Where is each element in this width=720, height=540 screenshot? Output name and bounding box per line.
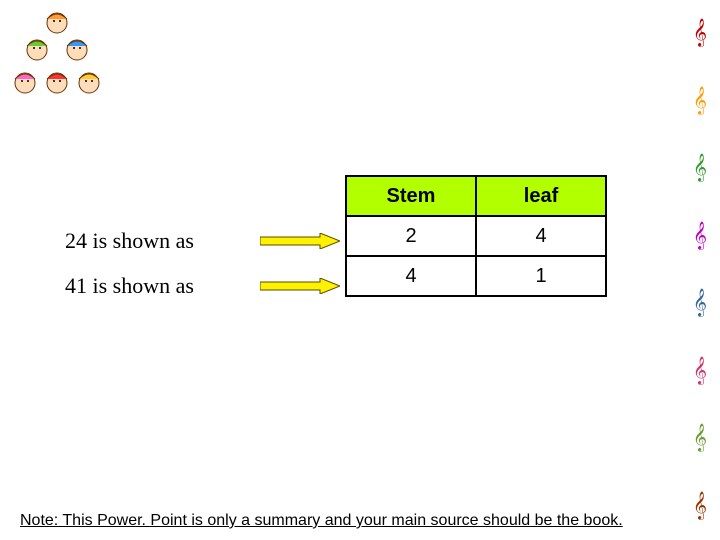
cell-stem: 2	[346, 216, 476, 256]
example-label-1: 24 is shown as	[60, 228, 260, 254]
footnote-text: Note: This Power. Point is only a summar…	[20, 512, 700, 530]
cell-leaf: 4	[476, 216, 606, 256]
music-note-icon: 𝄞	[693, 290, 707, 317]
table-row: 2 4	[346, 216, 606, 256]
table-header-row: Stem leaf	[346, 176, 606, 216]
example-row-1: 24 is shown as	[60, 218, 350, 263]
example-label-2: 41 is shown as	[60, 273, 260, 299]
header-stem: Stem	[346, 176, 476, 216]
music-note-icon: 𝄞	[693, 88, 707, 115]
example-row-2: 41 is shown as	[60, 263, 350, 308]
kids-pyramid-image	[5, 5, 110, 100]
cell-leaf: 1	[476, 256, 606, 296]
label-stack: 24 is shown as 41 is shown as	[60, 218, 350, 308]
table-row: 4 1	[346, 256, 606, 296]
header-leaf: leaf	[476, 176, 606, 216]
arrow-1	[260, 233, 350, 249]
arrow-2	[260, 278, 350, 294]
music-note-icon: 𝄞	[693, 223, 707, 250]
music-note-icon: 𝄞	[693, 155, 707, 182]
music-note-icon: 𝄞	[693, 358, 707, 385]
stem-leaf-table: Stem leaf 2 4 4 1	[345, 175, 607, 297]
music-note-strip: 𝄞 𝄞 𝄞 𝄞 𝄞 𝄞 𝄞 𝄞	[680, 0, 720, 540]
music-note-icon: 𝄞	[693, 425, 707, 452]
cell-stem: 4	[346, 256, 476, 296]
music-note-icon: 𝄞	[693, 20, 707, 47]
